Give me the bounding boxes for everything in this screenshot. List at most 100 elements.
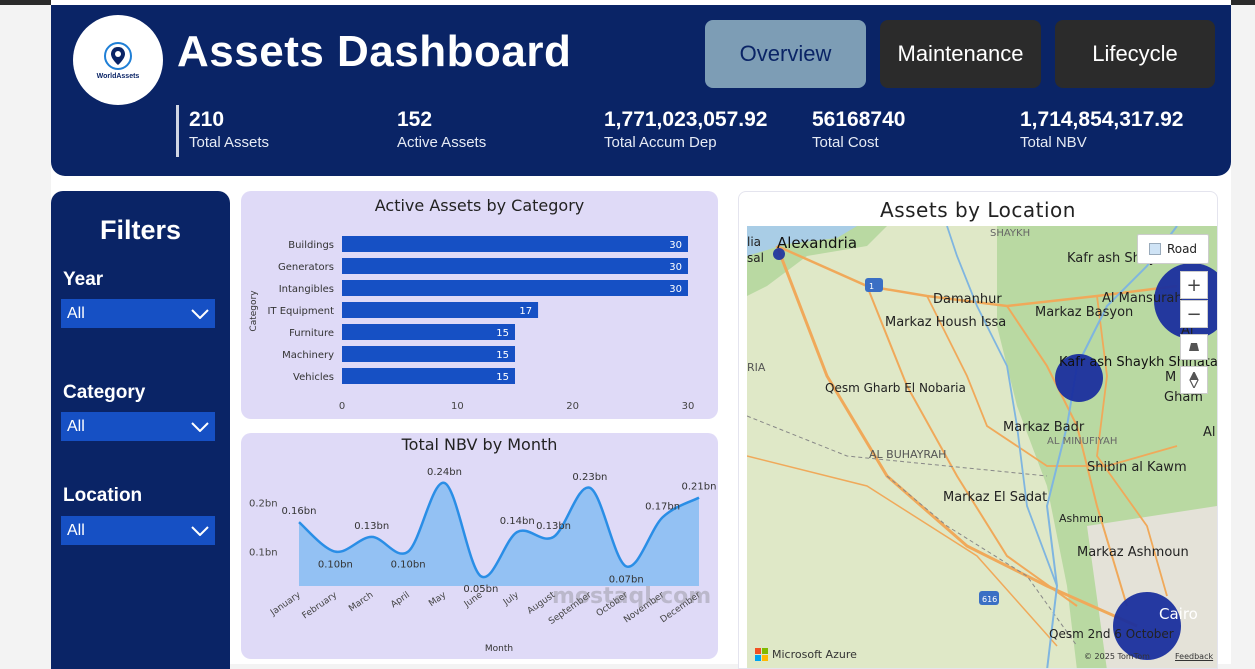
bar xyxy=(342,346,515,362)
tilt-icon xyxy=(1189,343,1199,351)
kpi-total-assets: 210 Total Assets xyxy=(189,108,269,151)
map-label-alexandria: Alexandria xyxy=(777,234,857,252)
data-label: 0.10bn xyxy=(391,560,426,571)
chevron-down-icon xyxy=(191,421,209,432)
area-chart-title: Total NBV by Month xyxy=(401,435,558,454)
x-tick-label: April xyxy=(389,590,412,610)
map-label-qesm-6-october: Qesm 2nd 6 October xyxy=(1049,627,1174,641)
watermark-text: mostaql.com xyxy=(552,584,712,609)
bar-category-label: Buildings xyxy=(288,240,334,251)
road-shield-1: 1 xyxy=(869,282,874,291)
kpi-label: Active Assets xyxy=(397,134,487,151)
data-label: 0.17bn xyxy=(645,501,680,512)
bar-category-label: IT Equipment xyxy=(267,306,334,317)
compass-button[interactable] xyxy=(1180,366,1208,394)
zoom-out-button[interactable]: − xyxy=(1180,300,1208,328)
page-title: Assets Dashboard xyxy=(177,27,572,76)
kpi-label: Total NBV xyxy=(1020,134,1087,151)
x-tick-label: 20 xyxy=(566,401,579,412)
chevron-down-icon xyxy=(191,308,209,319)
assets-by-location-card: Assets by Location xyxy=(738,191,1218,669)
active-assets-by-category-card: Active Assets by Category Buildings 30 Gen… xyxy=(241,191,718,419)
tab-maintenance[interactable]: Maintenance xyxy=(880,20,1041,88)
bar xyxy=(342,258,688,274)
bar-category-label: Machinery xyxy=(282,350,334,361)
map-style-road-button[interactable]: Road xyxy=(1137,234,1209,264)
bar-category-label: Intangibles xyxy=(279,284,334,295)
map-label-al-mansurah: Al Mansurah xyxy=(1102,291,1183,306)
zoom-in-button[interactable]: + xyxy=(1180,271,1208,299)
tab-lifecycle[interactable]: Lifecycle xyxy=(1055,20,1215,88)
microsoft-logo-icon xyxy=(755,648,768,661)
location-pin-icon xyxy=(104,41,132,70)
y-tick-label: 0.1bn xyxy=(249,548,278,559)
map-title: Assets by Location xyxy=(880,198,1076,222)
map-style-label: Road xyxy=(1166,242,1198,256)
area-chart: 0.1bn 0.2bn 0.16bn 0.10bn 0.13bn 0.10bn 0.24bn… xyxy=(249,467,717,654)
category-dropdown[interactable]: All xyxy=(61,412,215,441)
map-copyright: © 2025 TomTom xyxy=(1084,652,1150,661)
bar xyxy=(342,324,515,340)
map-view[interactable]: Alexandria lia sal SHAYKH Kafr ash Shayk… xyxy=(747,226,1217,668)
x-axis-label: Month xyxy=(485,644,513,654)
data-label: 0.21bn xyxy=(682,482,717,493)
header-banner: WorldAssets Assets Dashboard Overview Ma… xyxy=(51,5,1231,176)
map-provider-text: Microsoft Azure xyxy=(772,648,857,661)
filter-location-label: Location xyxy=(63,485,143,506)
filter-year-label: Year xyxy=(63,269,104,290)
x-tick-label: 0 xyxy=(339,401,345,412)
chevron-down-icon xyxy=(191,525,209,536)
bar-data-label: 30 xyxy=(669,284,682,295)
kpi-value: 1,771,023,057.92 xyxy=(604,108,768,131)
year-dropdown[interactable]: All xyxy=(61,299,215,328)
x-tick-label: February xyxy=(301,590,340,621)
map-canvas: Alexandria lia sal SHAYKH Kafr ash Shayk… xyxy=(747,226,1217,668)
bar-data-label: 17 xyxy=(519,306,532,317)
bar-category-label: Furniture xyxy=(289,328,334,339)
bar-data-label: 30 xyxy=(669,240,682,251)
kpi-total-cost: 56168740 Total Cost xyxy=(812,108,905,151)
kpi-total-accum-dep: 1,771,023,057.92 Total Accum Dep xyxy=(604,108,768,151)
map-label-ashmun: Ashmun xyxy=(1059,512,1104,525)
map-label-al-buhayrah: AL BUHAYRAH xyxy=(869,448,946,461)
x-tick-label: May xyxy=(427,590,449,609)
kpi-value: 1,714,854,317.92 xyxy=(1020,108,1184,131)
map-label-cairo: Cairo xyxy=(1159,605,1198,623)
map-label-sal: sal xyxy=(747,251,764,265)
y-axis-label: Category xyxy=(249,290,259,332)
bar xyxy=(342,368,515,384)
kpi-active-assets: 152 Active Assets xyxy=(397,108,486,151)
tab-overview[interactable]: Overview xyxy=(705,20,866,88)
bar-data-label: 15 xyxy=(496,328,509,339)
bar-data-label: 30 xyxy=(669,262,682,273)
location-dropdown[interactable]: All xyxy=(61,516,215,545)
x-tick-label: July xyxy=(501,590,521,608)
area-fill xyxy=(299,482,699,586)
bar-data-label: 15 xyxy=(496,350,509,361)
bar-category-label: Generators xyxy=(278,262,334,273)
category-dropdown-value: All xyxy=(67,417,85,435)
data-label: 0.13bn xyxy=(536,521,571,532)
data-label: 0.13bn xyxy=(354,521,389,532)
data-label: 0.23bn xyxy=(572,472,607,483)
bar xyxy=(342,236,688,252)
map-label-lia: lia xyxy=(747,235,761,249)
map-label-markaz-basyon: Markaz Basyon xyxy=(1035,305,1133,320)
kpi-value: 210 xyxy=(189,108,225,131)
map-label-markaz-housh-issa: Markaz Housh Issa xyxy=(885,315,1006,330)
series-line xyxy=(298,481,700,579)
bar xyxy=(342,302,539,318)
bar-data-label: 15 xyxy=(496,372,509,383)
x-tick-label: January xyxy=(268,590,303,619)
map-provider: Microsoft Azure xyxy=(755,648,857,661)
map-label-qesm-gharb: Qesm Gharb El Nobaria xyxy=(825,381,966,395)
bar-chart-title: Active Assets by Category xyxy=(374,196,585,215)
road-shield-616: 616 xyxy=(982,595,997,604)
map-feedback-link[interactable]: Feedback xyxy=(1175,652,1214,661)
tilt-button[interactable] xyxy=(1180,334,1208,360)
kpi-label: Total Assets xyxy=(189,134,270,151)
x-tick-label: 10 xyxy=(451,401,464,412)
data-label: 0.24bn xyxy=(427,467,462,478)
map-label-al-minufiyah: AL MINUFIYAH xyxy=(1047,436,1117,447)
year-dropdown-value: All xyxy=(67,304,85,322)
